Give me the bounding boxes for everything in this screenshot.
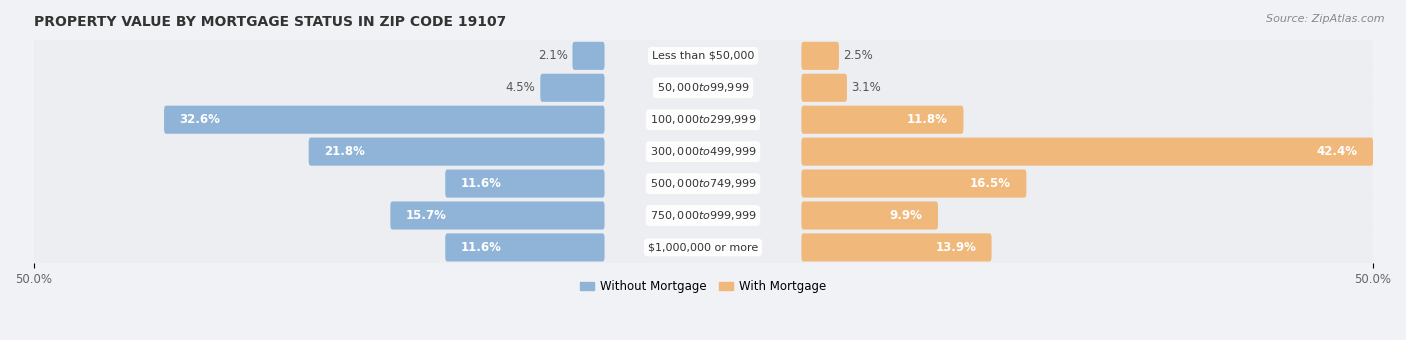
FancyBboxPatch shape <box>801 42 839 70</box>
Text: 2.5%: 2.5% <box>844 49 873 62</box>
FancyBboxPatch shape <box>801 170 1026 198</box>
Text: 2.1%: 2.1% <box>538 49 568 62</box>
FancyBboxPatch shape <box>446 233 605 261</box>
FancyBboxPatch shape <box>801 233 991 261</box>
Text: 16.5%: 16.5% <box>970 177 1011 190</box>
Text: $1,000,000 or more: $1,000,000 or more <box>648 242 758 252</box>
FancyBboxPatch shape <box>34 25 1372 86</box>
Text: $500,000 to $749,999: $500,000 to $749,999 <box>650 177 756 190</box>
FancyBboxPatch shape <box>34 153 1372 214</box>
Text: $100,000 to $299,999: $100,000 to $299,999 <box>650 113 756 126</box>
Text: Source: ZipAtlas.com: Source: ZipAtlas.com <box>1267 14 1385 23</box>
FancyBboxPatch shape <box>572 42 605 70</box>
FancyBboxPatch shape <box>34 185 1372 246</box>
Legend: Without Mortgage, With Mortgage: Without Mortgage, With Mortgage <box>575 275 831 298</box>
Text: 9.9%: 9.9% <box>890 209 922 222</box>
FancyBboxPatch shape <box>165 106 605 134</box>
Text: 11.6%: 11.6% <box>461 241 502 254</box>
FancyBboxPatch shape <box>34 89 1372 150</box>
Text: 11.6%: 11.6% <box>461 177 502 190</box>
Text: 32.6%: 32.6% <box>180 113 221 126</box>
Text: 11.8%: 11.8% <box>907 113 948 126</box>
FancyBboxPatch shape <box>34 57 1372 118</box>
Text: PROPERTY VALUE BY MORTGAGE STATUS IN ZIP CODE 19107: PROPERTY VALUE BY MORTGAGE STATUS IN ZIP… <box>34 15 506 29</box>
Text: 3.1%: 3.1% <box>852 81 882 94</box>
FancyBboxPatch shape <box>309 138 605 166</box>
Text: $300,000 to $499,999: $300,000 to $499,999 <box>650 145 756 158</box>
FancyBboxPatch shape <box>34 217 1372 278</box>
FancyBboxPatch shape <box>801 74 846 102</box>
FancyBboxPatch shape <box>801 138 1374 166</box>
Text: $50,000 to $99,999: $50,000 to $99,999 <box>657 81 749 94</box>
FancyBboxPatch shape <box>34 121 1372 182</box>
Text: 4.5%: 4.5% <box>506 81 536 94</box>
FancyBboxPatch shape <box>540 74 605 102</box>
Text: 21.8%: 21.8% <box>323 145 366 158</box>
Text: $750,000 to $999,999: $750,000 to $999,999 <box>650 209 756 222</box>
FancyBboxPatch shape <box>446 170 605 198</box>
Text: 15.7%: 15.7% <box>406 209 447 222</box>
FancyBboxPatch shape <box>391 201 605 230</box>
FancyBboxPatch shape <box>801 201 938 230</box>
Text: 13.9%: 13.9% <box>935 241 976 254</box>
Text: 42.4%: 42.4% <box>1317 145 1358 158</box>
FancyBboxPatch shape <box>801 106 963 134</box>
Text: Less than $50,000: Less than $50,000 <box>652 51 754 61</box>
